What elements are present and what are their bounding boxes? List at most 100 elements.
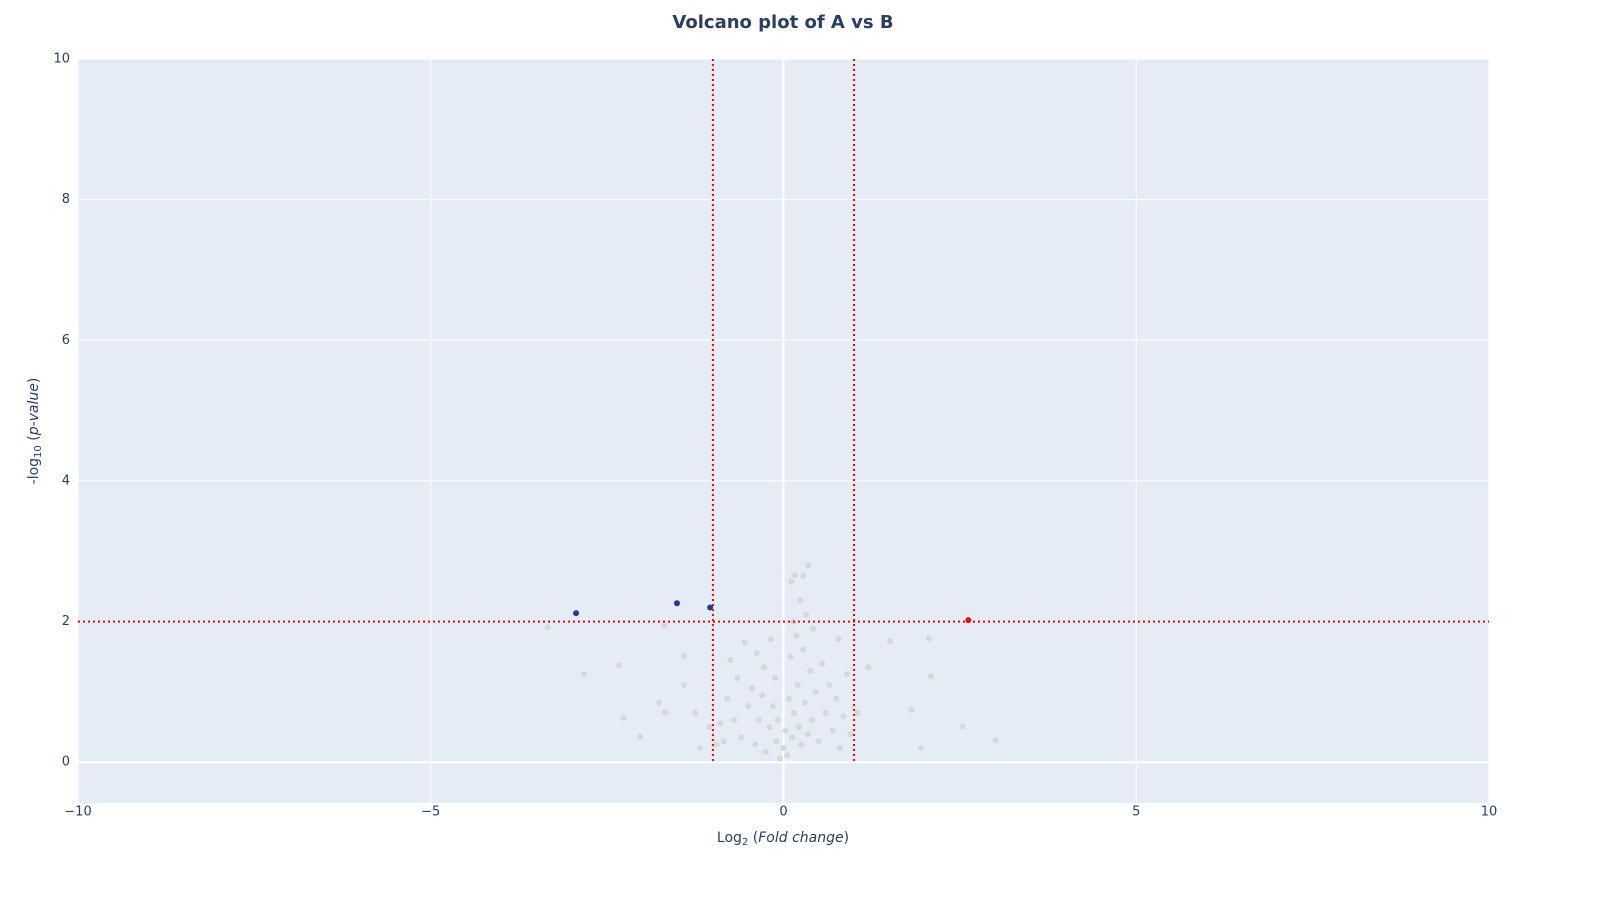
data-point xyxy=(616,662,623,669)
data-point xyxy=(773,738,780,745)
x-title-sub: 2 xyxy=(742,837,748,848)
y-tick-label: 2 xyxy=(62,614,70,629)
x-tick-label: 0 xyxy=(779,805,787,820)
data-point xyxy=(918,745,925,752)
y-axis-title: -log10 (p-value) xyxy=(26,378,44,485)
data-point xyxy=(801,699,808,706)
data-point xyxy=(673,600,680,607)
data-point xyxy=(810,625,817,632)
data-point xyxy=(800,572,807,579)
data-point xyxy=(748,685,755,692)
x-tick-label: −10 xyxy=(64,805,91,820)
y-title-sub: 10 xyxy=(33,445,44,458)
data-point xyxy=(734,674,741,681)
data-point xyxy=(847,731,854,738)
data-point xyxy=(573,610,580,617)
data-point xyxy=(803,611,810,618)
chart-title: Volcano plot of A vs B xyxy=(672,12,893,33)
data-point xyxy=(759,692,766,699)
data-point xyxy=(794,681,801,688)
data-point xyxy=(769,702,776,709)
x-tick-label: 5 xyxy=(1132,805,1140,820)
x-tick-label: −5 xyxy=(421,805,440,820)
data-point xyxy=(656,699,663,706)
data-point xyxy=(776,755,783,762)
y-tick-label: 4 xyxy=(62,473,70,488)
data-point xyxy=(815,738,822,745)
data-point xyxy=(731,717,738,724)
data-point xyxy=(661,709,668,716)
y-tick-label: 10 xyxy=(53,52,70,67)
data-point xyxy=(661,622,668,629)
x-title-part: ( xyxy=(748,830,758,846)
data-point xyxy=(784,752,791,759)
data-point xyxy=(753,650,760,657)
data-point xyxy=(805,731,812,738)
data-point xyxy=(791,572,798,579)
data-point xyxy=(786,695,793,702)
data-point xyxy=(637,733,644,740)
data-point xyxy=(766,724,773,731)
data-point xyxy=(762,748,769,755)
data-point xyxy=(819,660,826,667)
data-point xyxy=(829,727,836,734)
data-point xyxy=(800,646,807,653)
data-point xyxy=(788,734,795,741)
data-point xyxy=(798,741,805,748)
data-point xyxy=(774,717,781,724)
data-point xyxy=(580,671,587,678)
data-point xyxy=(727,657,734,664)
data-point xyxy=(544,624,551,631)
y-title-part: ) xyxy=(26,378,42,383)
data-point xyxy=(772,674,779,681)
data-point xyxy=(620,714,627,721)
data-point xyxy=(706,724,713,731)
data-point xyxy=(836,745,843,752)
data-point xyxy=(826,681,833,688)
x-title-part: Fold change xyxy=(758,830,843,846)
y-title-part: ( xyxy=(26,435,42,445)
data-point xyxy=(738,734,745,741)
data-point xyxy=(741,639,748,646)
data-point xyxy=(796,724,803,731)
data-point xyxy=(717,720,724,727)
y-tick-label: 0 xyxy=(62,755,70,770)
data-point xyxy=(797,597,804,604)
data-point xyxy=(925,635,932,642)
data-point xyxy=(745,702,752,709)
data-point xyxy=(805,562,812,569)
data-point xyxy=(788,578,795,585)
y-title-part: -log xyxy=(26,458,42,484)
data-point xyxy=(755,717,762,724)
data-point xyxy=(793,632,800,639)
data-point xyxy=(807,667,814,674)
data-point xyxy=(840,713,847,720)
x-axis-title: Log2 (Fold change) xyxy=(717,830,849,848)
data-point xyxy=(865,664,872,671)
y-tick-label: 6 xyxy=(62,333,70,348)
data-point xyxy=(724,695,731,702)
data-point xyxy=(707,604,714,611)
data-point xyxy=(808,717,815,724)
data-point xyxy=(787,653,794,660)
data-point xyxy=(854,709,861,716)
data-point xyxy=(720,738,727,745)
data-point xyxy=(791,709,798,716)
data-point xyxy=(927,673,934,680)
data-point xyxy=(812,688,819,695)
data-point xyxy=(760,664,767,671)
data-point xyxy=(835,636,842,643)
x-title-part: ) xyxy=(844,830,849,846)
data-point xyxy=(767,636,774,643)
data-point xyxy=(681,653,688,660)
data-point xyxy=(697,745,704,752)
x-tick-label: 10 xyxy=(1481,805,1498,820)
data-point xyxy=(822,709,829,716)
data-point xyxy=(692,709,699,716)
data-point xyxy=(887,638,894,645)
data-point xyxy=(780,745,787,752)
data-point xyxy=(908,706,915,713)
data-point xyxy=(713,741,720,748)
data-point xyxy=(752,741,759,748)
data-point xyxy=(833,695,840,702)
